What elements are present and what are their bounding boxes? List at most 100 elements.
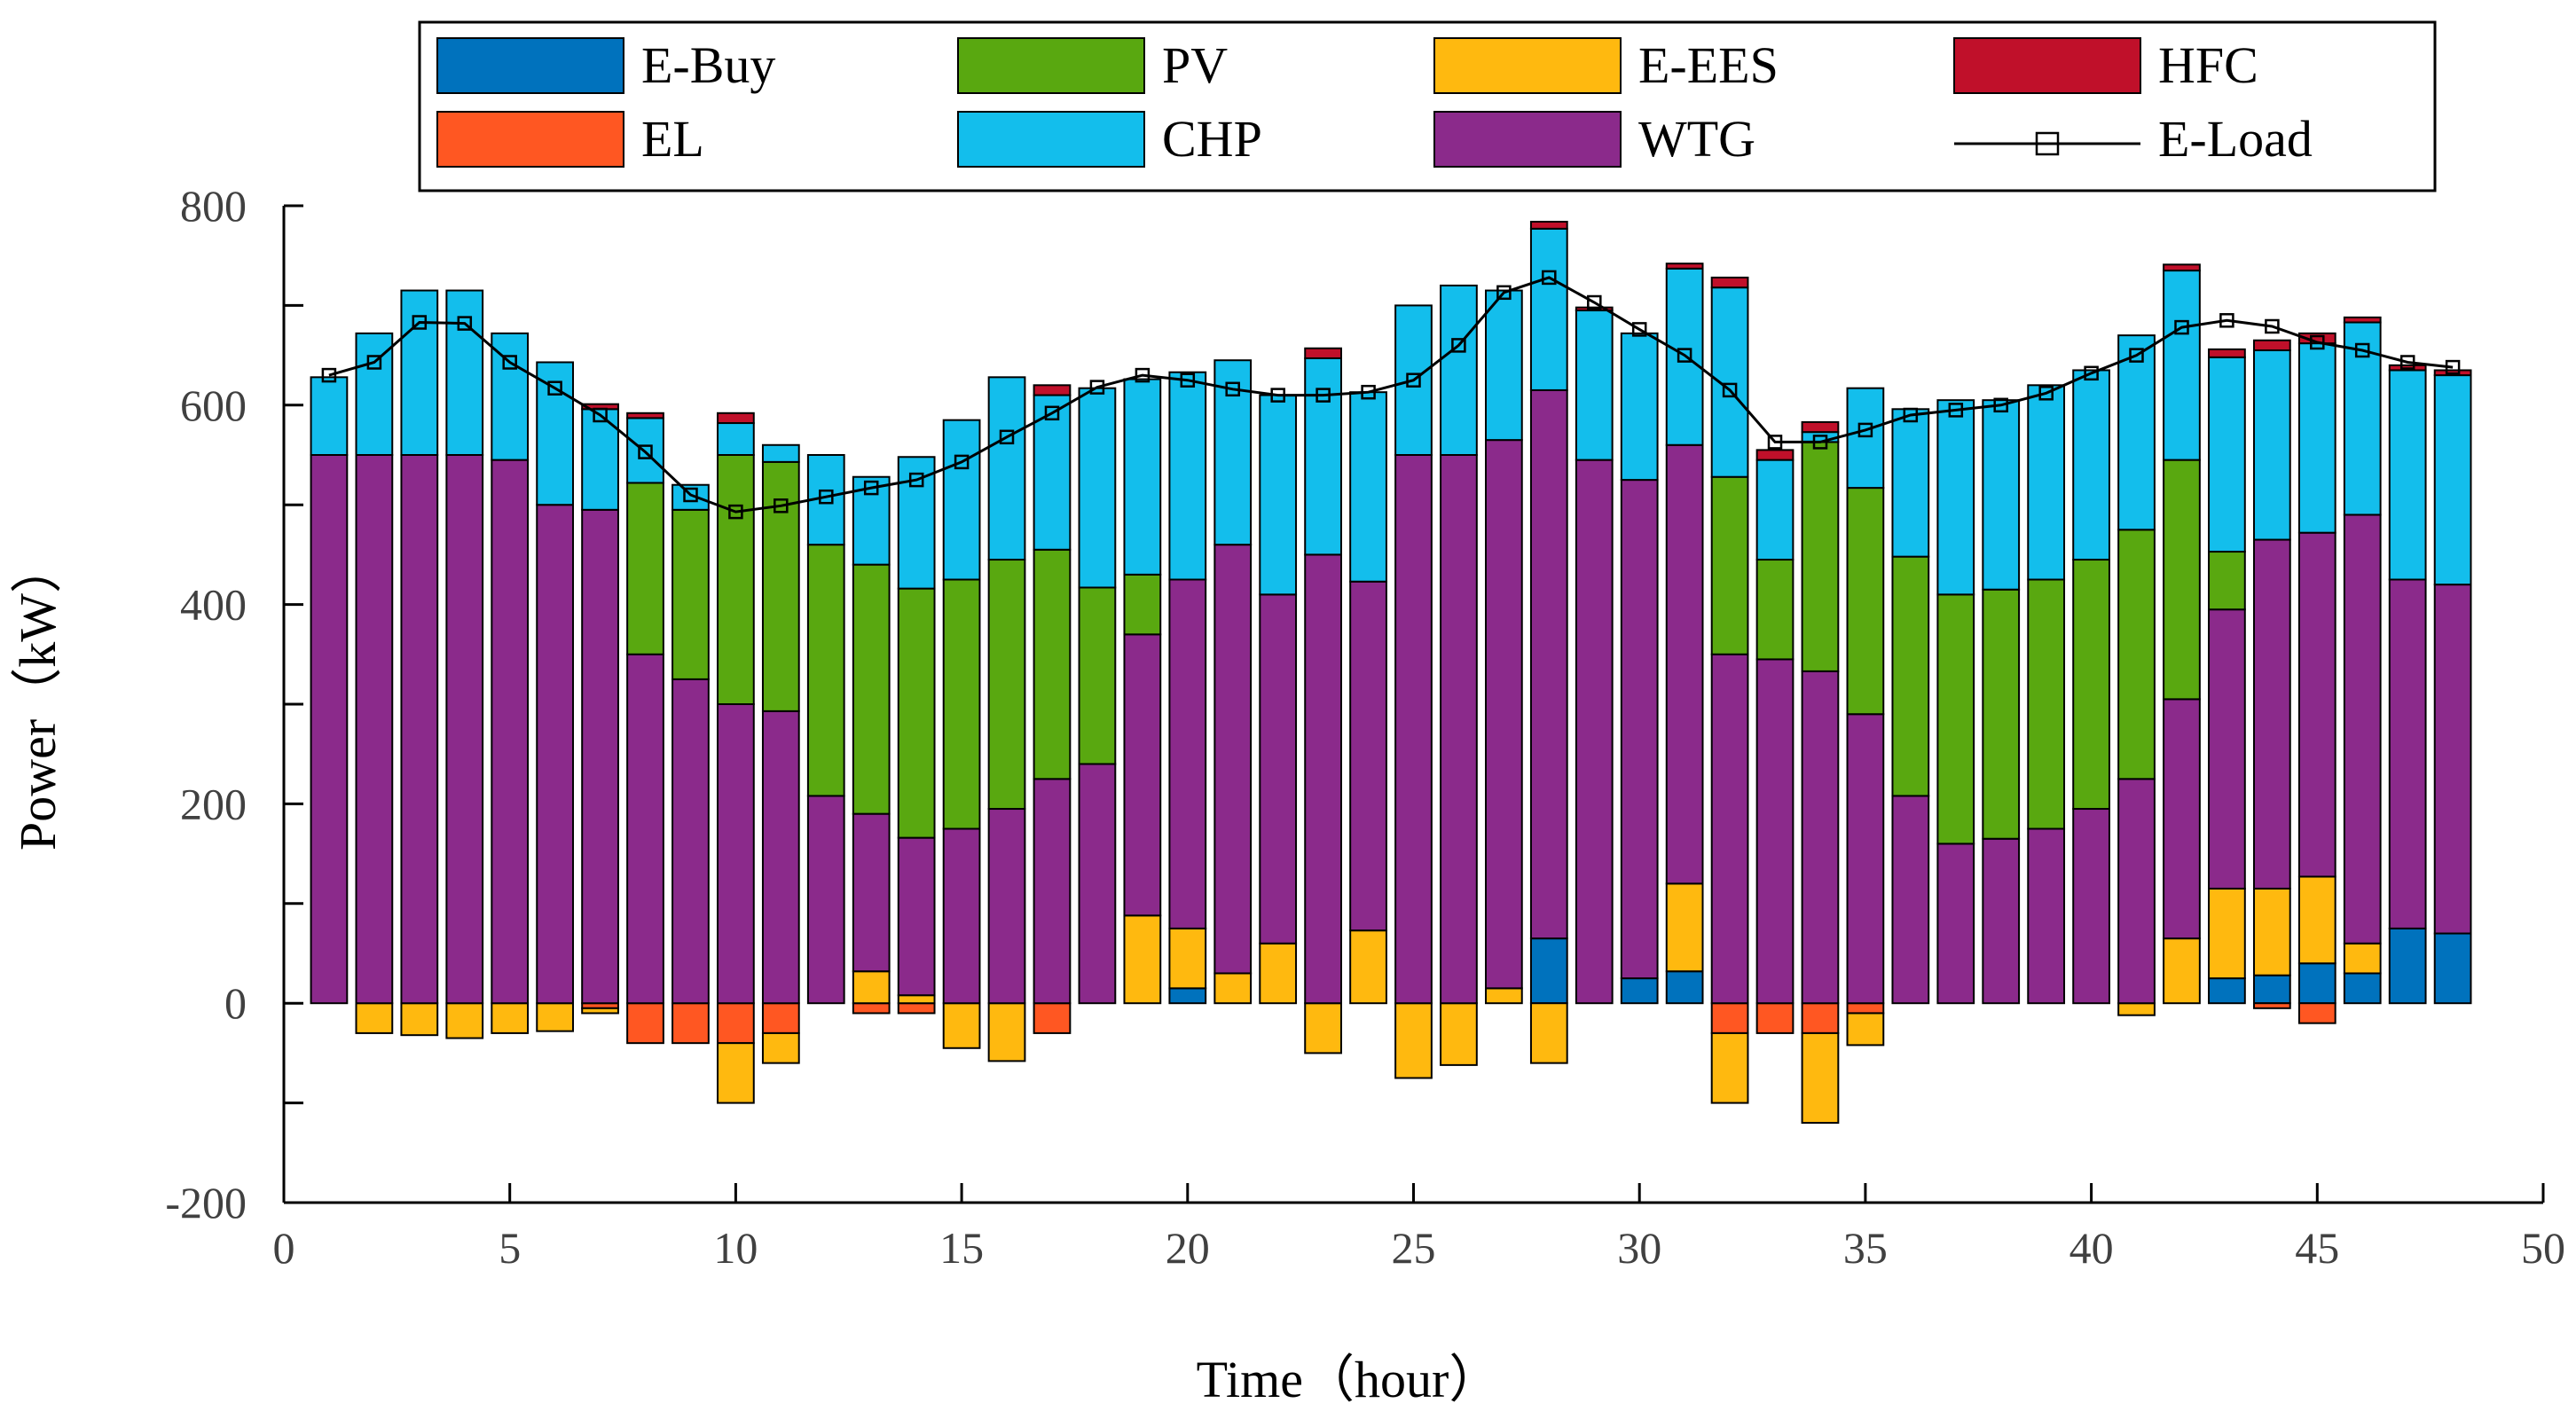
bar-chp-t30 [1620, 332, 1659, 482]
bar-chp-t32 [1710, 286, 1749, 478]
bar-el-t35 [1846, 1002, 1885, 1015]
bar-e-ees-t20 [1168, 927, 1207, 990]
bar-pv-t33 [1755, 559, 1795, 661]
bar-chp-t40 [2072, 369, 2110, 561]
bar-pv-t35 [1846, 487, 1885, 716]
x-tick-label: 45 [2295, 1223, 2339, 1273]
bars [310, 220, 2472, 1125]
bar-wtg-t13 [852, 812, 891, 973]
bar-wtg-t3 [400, 454, 439, 1005]
bar-wtg-t45 [2297, 531, 2336, 878]
legend-label-hfc: HFC [2158, 36, 2258, 94]
legend-swatch-pv [957, 37, 1145, 94]
bar-e-ees-t2 [355, 1002, 394, 1034]
e-load-marker [774, 498, 789, 514]
bar-chp-t20 [1168, 371, 1207, 581]
e-load-marker [2174, 319, 2189, 335]
bar-hfc-t33 [1755, 449, 1795, 461]
x-tick-label: 5 [499, 1223, 521, 1273]
legend: E-Buy PV E-EES HFC EL CHP WTG E-Load [418, 20, 2437, 192]
legend-label-wtg: WTG [1638, 110, 1755, 168]
e-load-marker [1993, 397, 2008, 413]
bar-e-buy-t43 [2208, 977, 2246, 1005]
e-load-marker [1722, 382, 1738, 398]
bar-e-ees-t10 [717, 1042, 755, 1104]
bar-e-ees-t5 [491, 1002, 530, 1034]
e-load-marker [1948, 403, 1964, 418]
bar-chp-t19 [1123, 378, 1162, 576]
bar-el-t17 [1033, 1002, 1072, 1034]
bar-wtg-t4 [445, 454, 484, 1005]
e-load-marker [1587, 294, 1602, 310]
bar-wtg-t27 [1485, 439, 1523, 990]
y-tick-label: 0 [224, 978, 247, 1028]
bar-chp-t11 [761, 443, 800, 463]
bar-hfc-t43 [2208, 348, 2246, 358]
x-tick-label: 30 [1617, 1223, 1661, 1273]
x-tick-label: 20 [1166, 1223, 1210, 1273]
e-load-marker [2038, 386, 2054, 401]
e-load-marker [2265, 318, 2280, 334]
legend-swatch-e-buy [436, 37, 624, 94]
e-load-marker [412, 315, 428, 330]
bar-wtg-t35 [1846, 713, 1885, 1005]
e-load-marker [1315, 388, 1331, 403]
bar-e-ees-t46 [2343, 942, 2382, 975]
bar-el-t14 [897, 1002, 936, 1015]
bar-chp-t23 [1304, 357, 1342, 556]
e-load-marker [819, 489, 834, 505]
e-load-marker [1361, 384, 1376, 400]
bar-el-t9 [671, 1002, 710, 1045]
bar-e-ees-t3 [400, 1002, 439, 1037]
bar-e-ees-t44 [2252, 887, 2291, 976]
bar-pv-t8 [626, 482, 664, 655]
bar-hfc-t10 [717, 412, 755, 425]
bar-e-ees-t25 [1394, 1002, 1433, 1079]
bar-pv-t18 [1078, 586, 1117, 765]
bar-pv-t16 [987, 559, 1026, 811]
e-load-line [328, 276, 2454, 514]
bar-el-t33 [1755, 1002, 1795, 1034]
x-tick-label: 25 [1392, 1223, 1436, 1273]
bar-chp-t2 [355, 332, 394, 456]
bar-e-ees-t41 [2117, 1002, 2156, 1016]
bar-pv-t41 [2117, 529, 2156, 780]
bar-el-t11 [761, 1002, 800, 1034]
legend-marker-e-load [2035, 131, 2060, 156]
e-load-marker [1496, 285, 1512, 301]
e-load-marker [2129, 348, 2144, 363]
bar-wtg-t15 [942, 827, 981, 1005]
x-tick-label: 0 [273, 1223, 295, 1273]
bar-e-ees-t23 [1304, 1002, 1342, 1054]
bar-wtg-t22 [1259, 593, 1298, 945]
x-axis-title: Time（hour） [1197, 1351, 1501, 1408]
legend-label-el: EL [641, 110, 704, 168]
bar-wtg-t12 [806, 795, 845, 1005]
bar-chp-t15 [942, 419, 981, 581]
bar-chp-t24 [1349, 391, 1387, 583]
bar-e-buy-t28 [1529, 937, 1568, 1005]
bar-e-buy-t20 [1168, 987, 1207, 1005]
bar-e-ees-t26 [1440, 1002, 1478, 1066]
e-load-marker [1631, 322, 1647, 337]
bar-chp-t18 [1078, 387, 1117, 589]
legend-swatch-chp [957, 111, 1145, 168]
bar-wtg-t16 [987, 808, 1026, 1005]
bar-wtg-t47 [2388, 578, 2427, 929]
bar-pv-t40 [2072, 559, 2110, 811]
bar-chp-t27 [1485, 289, 1523, 442]
bar-wtg-t29 [1575, 459, 1614, 1005]
bar-e-ees-t28 [1529, 1002, 1568, 1064]
bar-e-ees-t13 [852, 970, 891, 1005]
y-tick-label: 800 [180, 181, 247, 231]
bar-hfc-t23 [1304, 347, 1342, 359]
bar-hfc-t46 [2343, 316, 2382, 324]
legend-swatch-el [436, 111, 624, 168]
bar-wtg-t7 [581, 508, 619, 1005]
bar-wtg-t11 [761, 710, 800, 1005]
bar-pv-t39 [2027, 578, 2066, 830]
bar-chp-t45 [2297, 342, 2336, 534]
bar-wtg-t14 [897, 836, 936, 997]
e-load-marker [2354, 342, 2370, 358]
bar-e-ees-t31 [1665, 882, 1704, 973]
